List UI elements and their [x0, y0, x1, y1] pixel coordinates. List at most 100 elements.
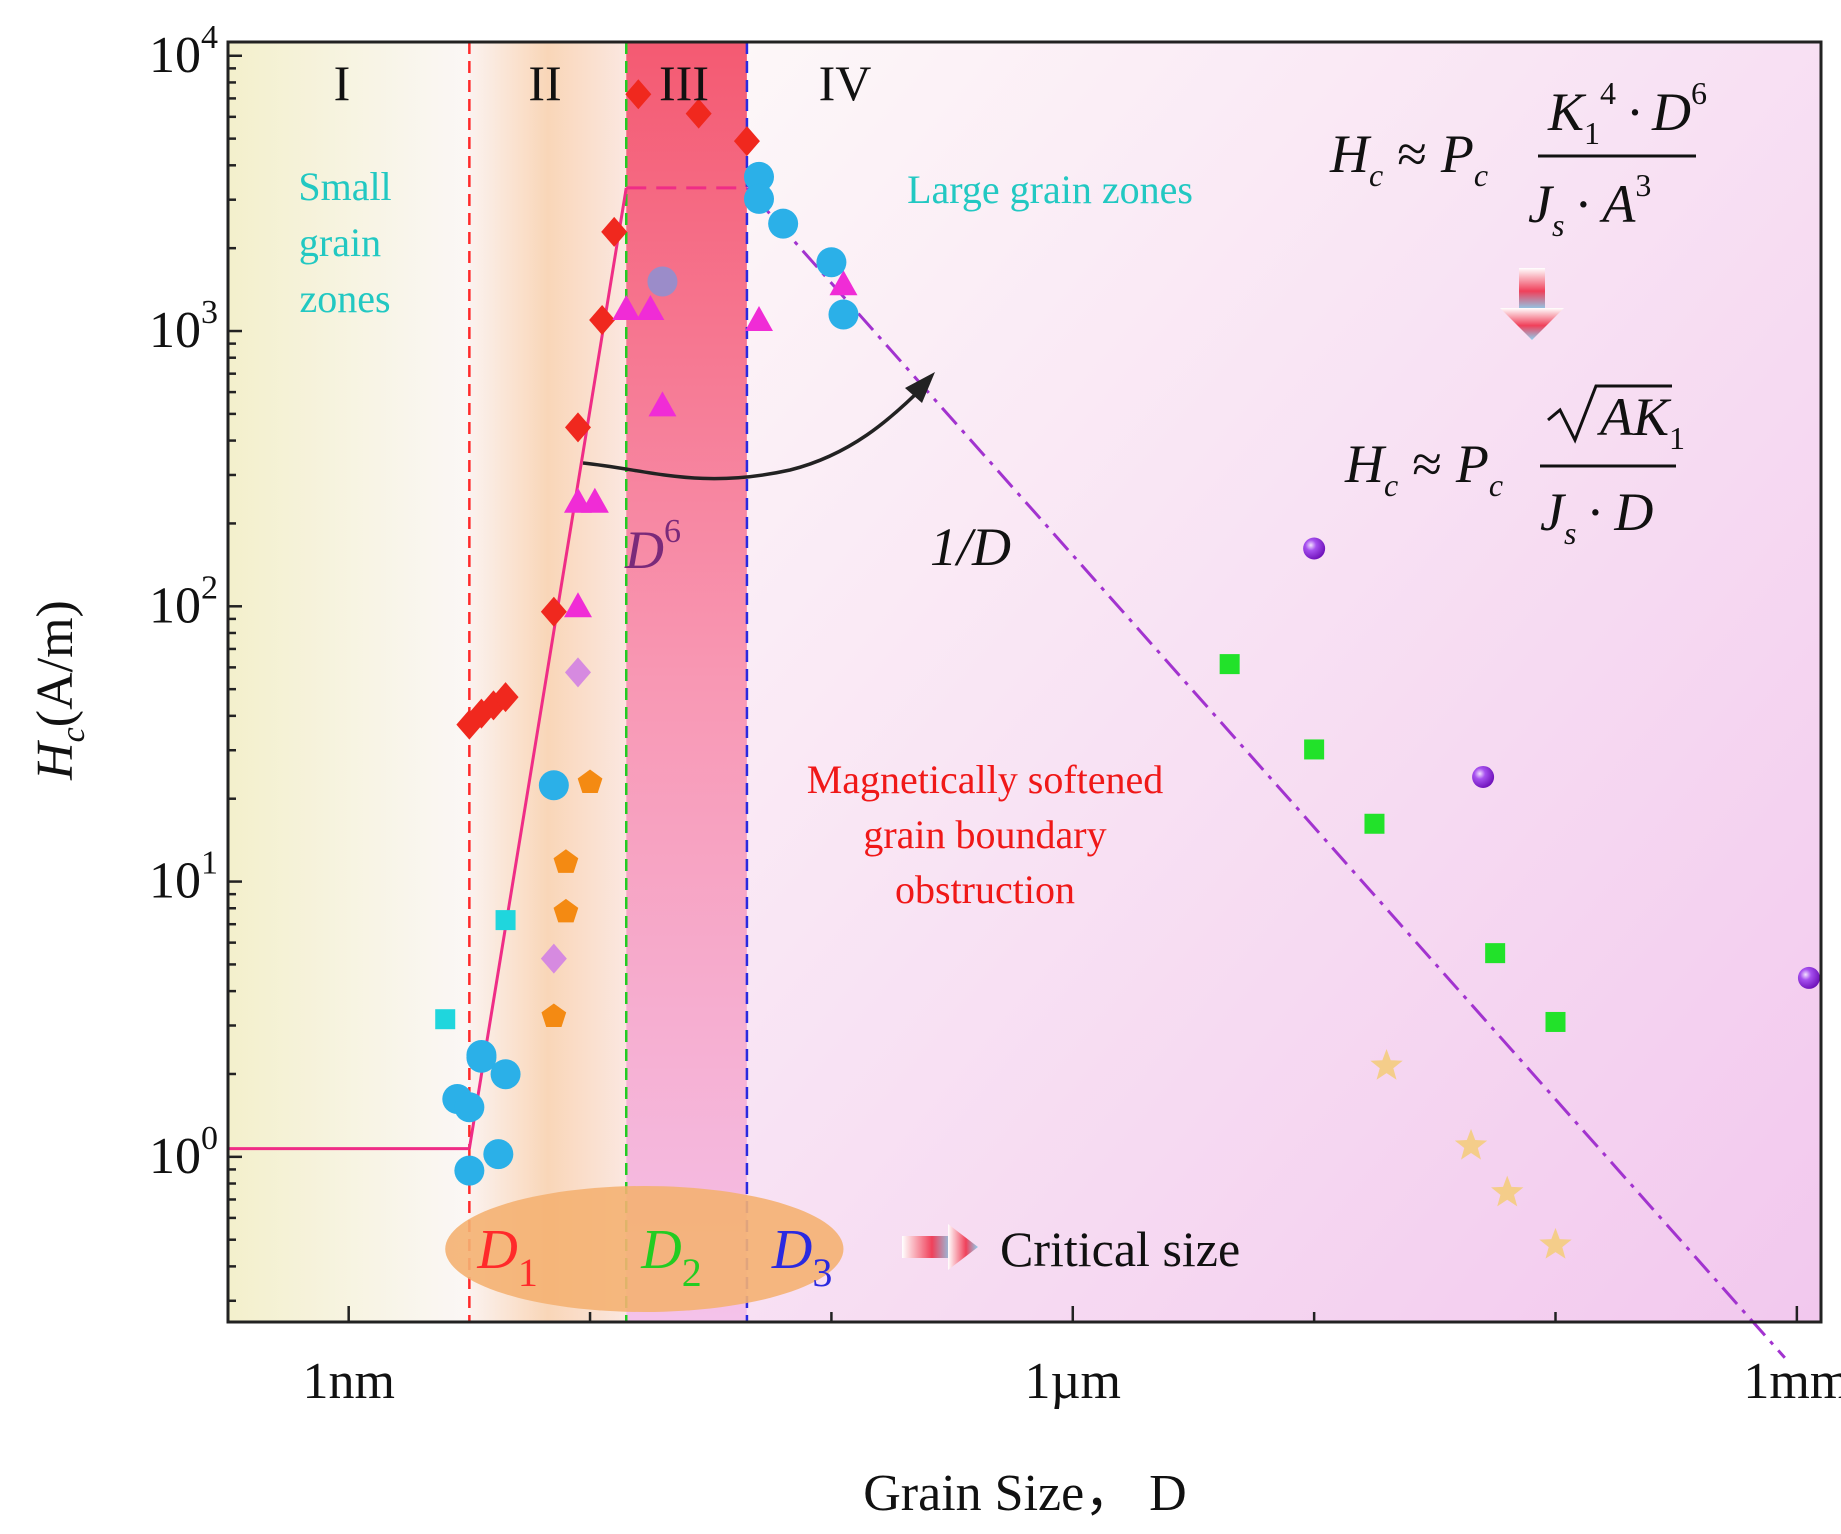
tan-star-point-1 — [1454, 1128, 1488, 1160]
small-zone-line1: Small — [298, 164, 391, 209]
critical-size-main-3: D — [771, 1219, 812, 1281]
red-diamond-point-5 — [564, 412, 591, 443]
formula-large-grain-k1: Hc ≈ Pc K14 · D6 Js · A3 — [1329, 75, 1707, 243]
region-i-band — [228, 42, 470, 1322]
y-axis-label-unit: (A/m) — [27, 600, 84, 727]
purple-sphere-point-0 — [1303, 537, 1326, 560]
critical-size-sub-2: 2 — [682, 1250, 702, 1295]
right-arrow-icon — [902, 1224, 978, 1270]
blue-circle-point-8 — [744, 161, 774, 192]
small-zone-line2: grain — [299, 220, 381, 265]
tan-star-point-0 — [1370, 1049, 1403, 1080]
blue-circle-point-12 — [828, 299, 859, 330]
critical-size-main-1: D — [476, 1219, 517, 1281]
large-grain-zones-text: Large grain zones — [907, 167, 1193, 212]
magenta-triangle-point-5 — [648, 391, 677, 417]
softened-line2: grain boundary — [863, 812, 1106, 857]
red-diamond-point-4 — [540, 596, 567, 627]
x-tick-label-1: 1µm — [1025, 1353, 1121, 1410]
cyan-square-point-1 — [495, 910, 516, 931]
purple-sphere-point-2 — [1797, 966, 1820, 989]
critical-size-main-2: D — [640, 1219, 681, 1281]
blue-circle-point-3 — [466, 1042, 497, 1073]
down-arrow-icon — [1500, 268, 1564, 340]
critical-size-label-d2: D2 — [640, 1219, 701, 1295]
critical-size-ellipse-shape — [445, 1186, 844, 1312]
blue-circle-point-5 — [454, 1155, 485, 1186]
y-tick-base-0: 10 — [149, 1128, 201, 1185]
y-tick-base-1: 10 — [149, 853, 201, 910]
x-tick-label-0: 1nm — [302, 1353, 394, 1410]
softened-boundary-text: Magnetically softened grain boundary obs… — [807, 757, 1164, 912]
y-tick-base-3: 10 — [149, 302, 201, 359]
red-diamond-point-3 — [492, 682, 519, 713]
critical-size-label-d3: D3 — [771, 1219, 832, 1295]
y-tick-exp-2: 2 — [201, 569, 218, 606]
green-square-point-1 — [1304, 739, 1325, 760]
orange-pentagon-point-0 — [541, 1003, 567, 1027]
green-square-point-4 — [1545, 1011, 1566, 1032]
critical-size-label-d1: D1 — [476, 1219, 537, 1295]
green-square-point-3 — [1485, 943, 1506, 964]
y-tick-exp-1: 1 — [201, 845, 218, 882]
svg-text:Hc≈Pc: Hc ≈ Pc — [1344, 434, 1503, 503]
y-tick-label-3: 103 — [149, 294, 218, 359]
red-diamond-point-7 — [601, 216, 628, 247]
y-tick-label-2: 102 — [149, 569, 218, 634]
magenta-triangle-point-7 — [829, 270, 858, 296]
region-labels: I II III IV — [334, 55, 872, 111]
y-axis-label: Hc(A/m) — [27, 600, 92, 781]
red-diamond-point-10 — [733, 126, 760, 157]
trend-line-1 — [467, 187, 628, 1149]
red-diamond-point-8 — [625, 79, 652, 110]
region-label-iv: IV — [819, 55, 872, 111]
y-axis-label-sub: c — [55, 727, 92, 742]
y-tick-exp-0: 0 — [201, 1120, 218, 1157]
y-tick-exp-3: 3 — [201, 294, 218, 331]
magenta-triangle-point-4 — [636, 295, 665, 321]
violet-diamond-point-1 — [564, 657, 591, 688]
curved-arrow — [582, 383, 927, 481]
blue-circle-point-7 — [538, 770, 569, 801]
blue-circle-point-4 — [490, 1059, 521, 1090]
y-tick-label-0: 100 — [149, 1120, 218, 1185]
blue-circle-point-6 — [483, 1139, 514, 1170]
svg-text:Hc≈Pc: Hc ≈ Pc — [1329, 124, 1488, 193]
small-zone-line3: zones — [299, 276, 390, 321]
softened-line3: obstruction — [895, 867, 1075, 912]
y-tick-label-1: 101 — [149, 845, 218, 910]
magenta-triangle-point-1 — [580, 487, 609, 513]
plot-frame — [226, 40, 1823, 1324]
magenta-triangle-point-2 — [563, 592, 592, 618]
tan-star-point-3 — [1539, 1227, 1572, 1259]
curved-arrow-head — [905, 372, 935, 403]
cyan-square-point-0 — [435, 1009, 456, 1030]
critical-size-labels: D1 D2 D3 — [476, 1219, 832, 1295]
purple-circle-point-0 — [647, 266, 678, 297]
blue-circle-point-2 — [454, 1092, 485, 1123]
orange-pentagon-point-1 — [553, 898, 579, 923]
critical-size-ellipse — [445, 1186, 844, 1312]
data-markers — [435, 79, 1820, 1259]
region-iii-band — [626, 42, 747, 1322]
purple-sphere-point-1 — [1472, 765, 1495, 788]
svg-text:Hc(A/m): Hc(A/m) — [27, 600, 92, 781]
magenta-triangle-point-6 — [745, 306, 773, 332]
svg-text:K14·D6: K14 · D6 — [1547, 75, 1707, 151]
x-axis-label: Grain Size， D — [863, 1465, 1186, 1522]
zone-backgrounds — [228, 42, 1821, 1322]
green-square-point-2 — [1364, 813, 1385, 834]
x-axis-ticks: 1nm 1µm 1mm — [302, 1306, 1841, 1410]
critical-size-sub-3: 3 — [812, 1250, 832, 1295]
svg-text:AK1: AK1 — [1597, 387, 1685, 456]
formula-large-grain-inverse-d: Hc ≈ Pc AK1 Js · D — [1344, 384, 1685, 551]
svg-text:Js·D: Js · D — [1540, 482, 1653, 551]
d6-label: D6 — [624, 513, 681, 580]
y-tick-base-2: 10 — [149, 577, 201, 634]
y-axis-label-main: H — [27, 740, 84, 781]
red-diamond-point-9 — [685, 98, 712, 129]
y-tick-label-4: 104 — [149, 19, 218, 84]
red-diamond-point-6 — [589, 305, 616, 336]
critical-size-callout: Critical size — [902, 1221, 1240, 1277]
